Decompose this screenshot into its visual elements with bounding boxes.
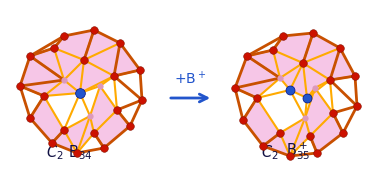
Text: $C_2$: $C_2$ (46, 143, 64, 162)
Polygon shape (243, 98, 310, 156)
Text: $\mathrm{B}_{34}$: $\mathrm{B}_{34}$ (68, 143, 92, 162)
Text: $\mathrm{B}_{35}^+$: $\mathrm{B}_{35}^+$ (286, 140, 310, 162)
Polygon shape (20, 48, 84, 96)
Text: $+\mathrm{B}^+$: $+\mathrm{B}^+$ (174, 70, 206, 87)
Polygon shape (305, 88, 343, 153)
Polygon shape (290, 48, 355, 98)
Polygon shape (30, 96, 94, 153)
Polygon shape (80, 43, 140, 93)
Polygon shape (90, 86, 130, 148)
Polygon shape (235, 50, 303, 98)
Text: $C_2$: $C_2$ (261, 143, 279, 162)
Polygon shape (273, 33, 340, 63)
Polygon shape (54, 30, 120, 60)
